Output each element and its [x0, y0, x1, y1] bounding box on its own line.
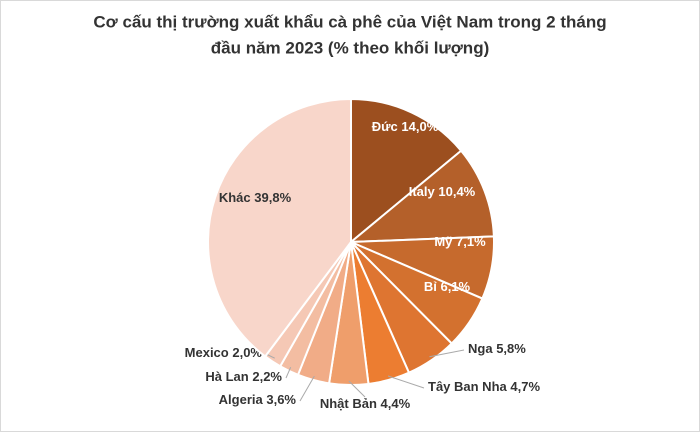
- data-label: Bỉ 6,1%: [424, 279, 471, 294]
- data-label: Mexico 2,0%: [185, 345, 263, 360]
- leader-line: [429, 349, 465, 358]
- category-label: Nhật Bản: [320, 396, 377, 411]
- pie-slice: [348, 149, 495, 244]
- category-label: Khác: [219, 190, 251, 205]
- value-label: 6,1%: [440, 279, 470, 294]
- leader-line: [299, 375, 315, 402]
- data-label: Đức 14,0%: [372, 119, 439, 134]
- value-label: 14,0%: [401, 119, 438, 134]
- data-label: Mỹ 7,1%: [434, 234, 486, 249]
- value-label: 2,2%: [252, 369, 282, 384]
- value-label: 39,8%: [254, 190, 291, 205]
- category-label: Algeria: [219, 392, 264, 407]
- chart-title: đầu năm 2023 (% theo khối lượng): [211, 38, 490, 57]
- value-label: 10,4%: [438, 184, 475, 199]
- data-label: Hà Lan 2,2%: [205, 369, 282, 384]
- category-label: Tây Ban Nha: [428, 379, 508, 394]
- category-label: Đức: [372, 119, 398, 134]
- value-label: 4,4%: [381, 396, 411, 411]
- data-label: Nga 5,8%: [468, 341, 526, 356]
- category-label: Bỉ: [424, 279, 437, 294]
- pie-slice: [207, 97, 352, 358]
- pie-slice: [350, 97, 463, 245]
- category-label: Nga: [468, 341, 493, 356]
- value-label: 4,7%: [510, 379, 540, 394]
- value-label: 5,8%: [496, 341, 526, 356]
- category-label: Hà Lan: [205, 369, 248, 384]
- category-label: Mỹ: [434, 234, 453, 249]
- leader-line: [348, 380, 366, 398]
- value-label: 7,1%: [456, 234, 486, 249]
- data-label: Tây Ban Nha 4,7%: [428, 379, 540, 394]
- category-label: Mexico: [185, 345, 229, 360]
- value-label: 3,6%: [266, 392, 296, 407]
- category-label: Italy: [409, 184, 436, 199]
- data-label: Khác 39,8%: [219, 190, 292, 205]
- data-label: Italy 10,4%: [409, 184, 476, 199]
- data-label: Nhật Bản 4,4%: [320, 396, 411, 411]
- data-label: Algeria 3,6%: [219, 392, 297, 407]
- leader-line: [285, 367, 292, 379]
- chart-title: Cơ cấu thị trường xuất khẩu cà phê của V…: [93, 12, 606, 31]
- leader-line: [387, 375, 425, 389]
